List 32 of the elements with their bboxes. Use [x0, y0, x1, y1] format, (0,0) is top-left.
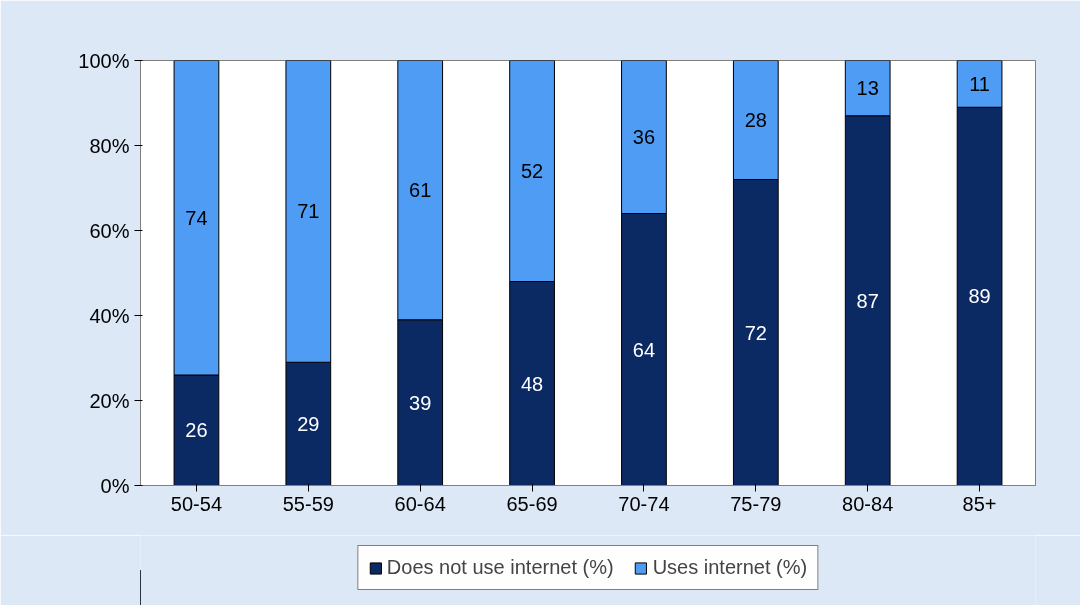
data-label: 11 [969, 72, 990, 95]
y-tick-label: 40% [89, 304, 130, 327]
data-label: 26 [185, 419, 208, 442]
data-label: 36 [632, 126, 656, 148]
legend-label: Does not use internet (%) [386, 556, 614, 579]
y-tick-label: 20% [89, 389, 130, 412]
data-label: 61 [409, 179, 432, 202]
x-tick-label: 80-84 [842, 492, 894, 515]
data-label: 72 [744, 321, 767, 344]
data-label: 74 [185, 206, 208, 229]
x-tick-label: 55-59 [282, 492, 334, 515]
data-label: 28 [744, 109, 767, 131]
y-tick-label: 60% [89, 219, 130, 242]
y-tick-label: 100% [78, 49, 130, 72]
data-label: 64 [632, 338, 656, 361]
x-tick-label: 50-54 [170, 492, 223, 515]
x-tick-label: 65-69 [506, 492, 558, 515]
x-tick-label: 85+ [962, 492, 997, 515]
data-label: 48 [520, 372, 544, 395]
data-label: 13 [856, 77, 879, 100]
x-tick-label: 75-79 [730, 492, 782, 515]
data-label: 89 [968, 285, 991, 308]
data-label: 87 [856, 289, 879, 312]
x-tick-label: 60-64 [394, 492, 446, 515]
data-label: 29 [297, 412, 320, 435]
x-tick-label: 70-74 [618, 492, 670, 515]
y-tick-label: 0% [100, 474, 130, 497]
legend-label: Uses internet (%) [652, 556, 808, 579]
y-tick-label: 80% [89, 134, 130, 157]
data-label: 39 [409, 391, 432, 414]
data-label: 52 [520, 160, 544, 182]
data-label: 71 [297, 200, 320, 223]
